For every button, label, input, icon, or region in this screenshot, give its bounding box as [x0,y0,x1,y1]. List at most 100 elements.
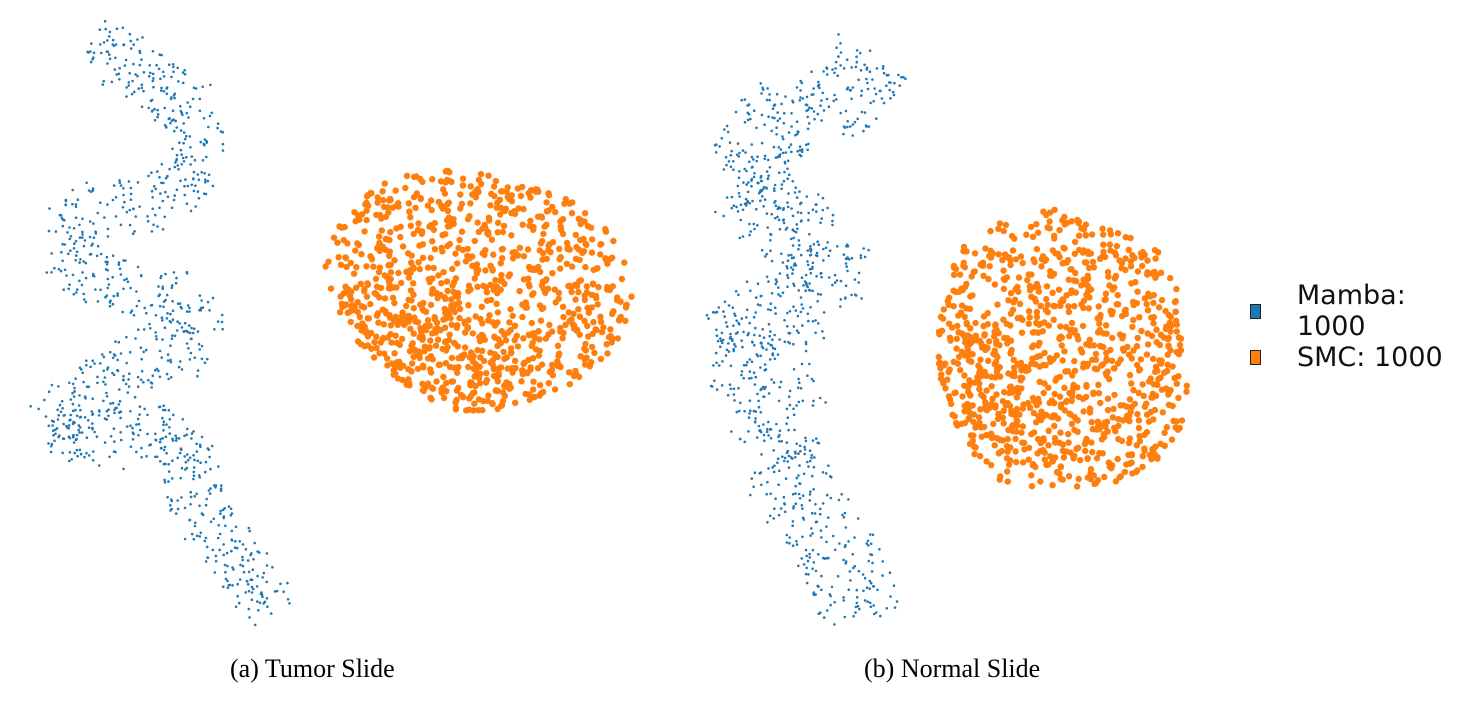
mamba-point [765,275,769,279]
smc-point [494,319,501,326]
smc-point [379,188,386,195]
smc-point [949,324,956,331]
smc-point [967,325,974,332]
mamba-point [165,451,168,455]
mamba-point [808,552,811,556]
smc-point [1036,363,1043,370]
smc-point [993,337,1000,344]
mamba-point [775,422,778,426]
mamba-point [795,404,798,407]
mamba-point [151,72,155,76]
smc-point [520,253,528,260]
mamba-point [712,364,715,367]
mamba-point [60,250,63,254]
mamba-point [169,121,172,125]
smc-point [561,200,568,207]
mamba-point [755,207,758,211]
mamba-point [160,356,163,359]
smc-point [560,329,567,337]
mamba-point [837,498,841,502]
smc-point [1045,384,1052,391]
mamba-point [753,383,757,386]
smc-point [486,217,493,224]
mamba-point [771,107,775,110]
mamba-point [151,196,154,199]
smc-point [991,442,998,449]
mamba-point [767,174,770,177]
smc-point [1094,418,1102,425]
mamba-point [888,88,891,92]
mamba-point [174,434,177,438]
smc-point [392,332,399,339]
smc-point [1059,357,1066,364]
smc-point [474,219,481,226]
mamba-point [78,416,82,419]
mamba-point [810,70,813,73]
mamba-point [140,86,144,90]
smc-point [403,302,410,310]
smc-point [1126,435,1134,442]
smc-point [452,301,459,308]
smc-point [1032,463,1039,471]
mamba-point [755,159,758,163]
smc-point [335,254,342,261]
mamba-point [75,448,79,452]
mamba-point [158,375,162,379]
smc-point [1033,308,1041,316]
smc-point [1157,374,1164,381]
mamba-point [168,117,171,120]
mamba-point [787,192,790,195]
mamba-point [177,365,181,369]
mamba-point [822,109,826,112]
smc-point [983,387,990,394]
mamba-point [123,200,126,204]
smc-point [956,288,963,295]
mamba-point [111,38,115,42]
mamba-point [47,424,51,428]
mamba-point [797,474,800,477]
mamba-point [105,263,109,266]
smc-point [997,373,1004,380]
mamba-point [208,114,212,118]
mamba-point [773,507,776,511]
smc-point [1025,444,1033,452]
mamba-point [859,69,863,72]
smc-point [1173,418,1180,425]
mamba-point [773,103,777,106]
smc-point [416,265,423,273]
smc-point [532,188,539,195]
mamba-point [166,174,169,178]
mamba-point [788,332,792,335]
mamba-point [787,253,790,257]
mamba-point [209,487,212,490]
mamba-point [169,504,172,507]
smc-point [1067,266,1074,273]
mamba-point [777,483,780,487]
smc-point [1042,362,1049,369]
smc-point [557,217,565,224]
mamba-point [785,407,789,411]
smc-point [394,321,401,329]
mamba-point [125,425,129,428]
mamba-point [79,258,82,261]
smc-point [1051,235,1058,242]
smc-point [424,202,432,209]
smc-point [403,172,411,180]
mamba-point [166,359,170,362]
mamba-point [192,474,196,478]
mamba-point [860,94,863,97]
smc-point [479,406,486,414]
mamba-point [203,138,207,141]
mamba-point [834,98,838,101]
mamba-point [772,145,776,149]
mamba-point [786,259,790,263]
mamba-point [762,185,766,189]
mamba-point [860,89,863,93]
legend-item-mamba: Mamba: 1000 [1250,280,1481,342]
mamba-point [784,151,788,154]
smc-point [424,380,432,387]
mamba-point [154,432,157,436]
mamba-point [800,276,804,280]
smc-point [416,354,423,361]
